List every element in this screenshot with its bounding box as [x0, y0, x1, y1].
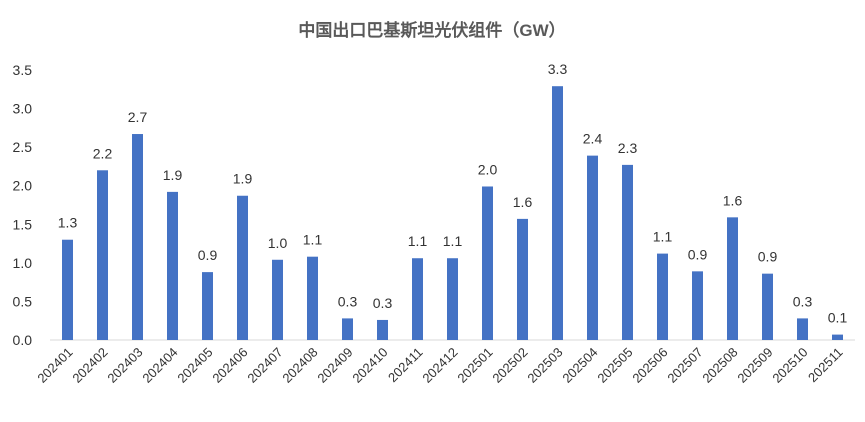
y-tick-label: 3.5 — [13, 62, 33, 78]
chart-title: 中国出口巴基斯坦光伏组件（GW） — [298, 20, 565, 40]
bar-202501 — [482, 186, 493, 340]
bar-202402 — [97, 170, 108, 340]
data-label-202408: 1.1 — [303, 232, 323, 248]
bar-202407 — [272, 259, 283, 340]
bar-202404 — [167, 191, 178, 340]
bar-202405 — [202, 272, 213, 340]
bar-series — [62, 86, 843, 340]
y-tick-label: 1.0 — [13, 255, 33, 271]
data-label-202411: 1.1 — [408, 233, 428, 249]
bar-202403 — [132, 134, 143, 340]
data-label-202506: 1.1 — [653, 229, 673, 245]
data-label-202406: 1.9 — [233, 171, 253, 187]
data-label-202502: 1.6 — [513, 194, 533, 210]
y-tick-label: 3.0 — [13, 101, 33, 117]
data-label-202503: 3.3 — [548, 61, 568, 77]
bar-202410 — [377, 319, 388, 340]
bar-202411 — [412, 258, 423, 340]
data-label-202412: 1.1 — [443, 233, 463, 249]
data-label-202409: 0.3 — [338, 293, 358, 309]
bar-202503 — [552, 86, 563, 340]
data-label-202401: 1.3 — [58, 215, 78, 231]
data-label-202402: 2.2 — [93, 145, 113, 161]
bar-202507 — [692, 271, 703, 340]
y-tick-label: 0.0 — [13, 332, 33, 348]
data-label-202504: 2.4 — [583, 131, 603, 147]
data-labels: 1.3 2.2 2.7 1.9 0.9 1.9 1.0 1.1 0.3 0.3 1.1 1.1 2.0 1… — [58, 61, 848, 325]
y-axis-ticks: 0.0 0.5 1.0 1.5 2.0 2.5 3.0 3.5 — [13, 62, 33, 348]
bar-202408 — [307, 256, 318, 340]
data-label-202410: 0.3 — [373, 295, 393, 311]
bar-202508 — [727, 217, 738, 340]
bar-202510 — [797, 318, 808, 340]
data-label-202507: 0.9 — [688, 246, 708, 262]
bar-202505 — [622, 164, 633, 340]
bar-202412 — [447, 258, 458, 340]
y-tick-label: 2.0 — [13, 178, 33, 194]
data-label-202511: 0.1 — [828, 310, 848, 326]
data-label-202403: 2.7 — [128, 109, 148, 125]
data-label-202510: 0.3 — [793, 293, 813, 309]
y-tick-label: 0.5 — [13, 293, 33, 309]
data-label-202505: 2.3 — [618, 140, 638, 156]
bar-202409 — [342, 318, 353, 340]
data-label-202404: 1.9 — [163, 167, 183, 183]
y-tick-label: 2.5 — [13, 139, 33, 155]
bar-202406 — [237, 195, 248, 340]
data-label-202405: 0.9 — [198, 247, 218, 263]
data-label-202509: 0.9 — [758, 249, 778, 265]
bar-202502 — [517, 218, 528, 340]
bar-202504 — [587, 155, 598, 340]
bar-202509 — [762, 273, 773, 340]
bar-202401 — [62, 239, 73, 340]
bar-202511 — [832, 334, 843, 340]
data-label-202407: 1.0 — [268, 235, 288, 251]
bar-202506 — [657, 253, 668, 340]
data-label-202501: 2.0 — [478, 161, 498, 177]
data-label-202508: 1.6 — [723, 192, 743, 208]
y-tick-label: 1.5 — [13, 216, 33, 232]
